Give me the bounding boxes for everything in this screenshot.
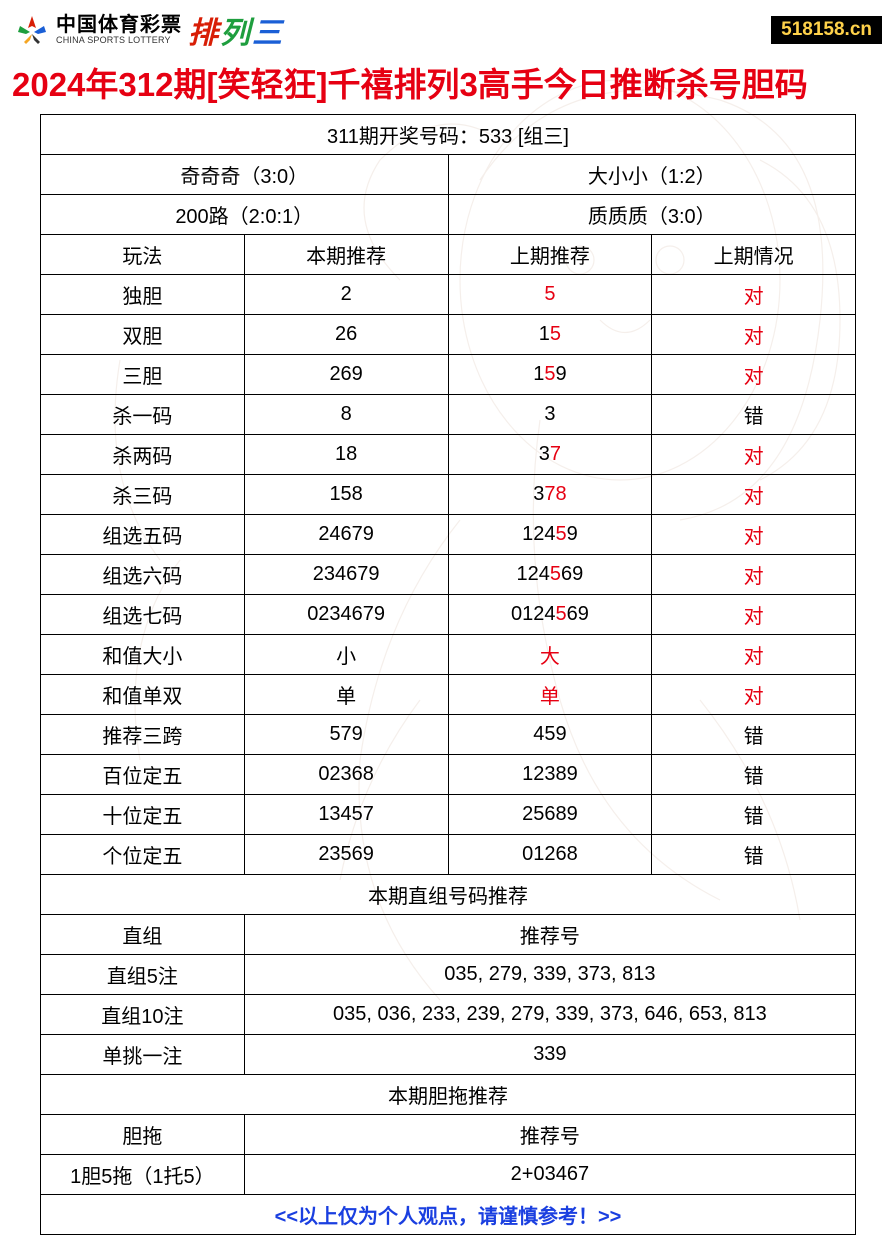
page-title: 2024年312期[笑轻狂]千禧排列3高手今日推断杀号胆码	[0, 56, 896, 114]
row-prev: 37	[448, 435, 652, 475]
row-label: 杀两码	[41, 435, 245, 475]
row-prev: 5	[448, 275, 652, 315]
dantuo-row-label: 1胆5拖（1托5）	[41, 1155, 245, 1195]
row-label: 十位定五	[41, 795, 245, 835]
row-prev: 378	[448, 475, 652, 515]
dantuo-col-label: 胆拖	[41, 1115, 245, 1155]
row-current: 24679	[244, 515, 448, 555]
row-result: 错	[652, 835, 856, 875]
col-header-3: 上期情况	[652, 235, 856, 275]
row-current: 26	[244, 315, 448, 355]
row-current: 0234679	[244, 595, 448, 635]
row-label: 独胆	[41, 275, 245, 315]
row-current: 13457	[244, 795, 448, 835]
zhizu-col-value: 推荐号	[244, 915, 855, 955]
zhizu-row-value: 339	[244, 1035, 855, 1075]
row-label: 双胆	[41, 315, 245, 355]
row-result: 对	[652, 475, 856, 515]
row-label: 百位定五	[41, 755, 245, 795]
row-result: 错	[652, 795, 856, 835]
row-result: 错	[652, 395, 856, 435]
pailie3-logo: 排 列 三	[188, 8, 282, 52]
row-current: 579	[244, 715, 448, 755]
logo-en-text: CHINA SPORTS LOTTERY	[56, 36, 182, 45]
row-label: 个位定五	[41, 835, 245, 875]
row-result: 错	[652, 715, 856, 755]
lottery-logo-icon	[14, 12, 50, 48]
main-table: 311期开奖号码：533 [组三]奇奇奇（3:0）大小小（1:2）200路（2:…	[40, 114, 856, 1235]
row-current: 02368	[244, 755, 448, 795]
row-current: 158	[244, 475, 448, 515]
row-result: 对	[652, 675, 856, 715]
summary-size: 大小小（1:2）	[448, 155, 856, 195]
row-current: 单	[244, 675, 448, 715]
dantuo-row-value: 2+03467	[244, 1155, 855, 1195]
draw-result-banner: 311期开奖号码：533 [组三]	[41, 115, 856, 155]
summary-route: 200路（2:0:1）	[41, 195, 449, 235]
row-label: 三胆	[41, 355, 245, 395]
row-prev: 大	[448, 635, 652, 675]
row-current: 18	[244, 435, 448, 475]
dantuo-header: 本期胆拖推荐	[41, 1075, 856, 1115]
zhizu-row-label: 直组5注	[41, 955, 245, 995]
zhizu-row-value: 035, 036, 233, 239, 279, 339, 373, 646, …	[244, 995, 855, 1035]
row-label: 组选七码	[41, 595, 245, 635]
row-result: 对	[652, 635, 856, 675]
row-result: 对	[652, 515, 856, 555]
col-header-0: 玩法	[41, 235, 245, 275]
summary-parity: 奇奇奇（3:0）	[41, 155, 449, 195]
row-prev: 459	[448, 715, 652, 755]
row-prev: 3	[448, 395, 652, 435]
row-current: 23569	[244, 835, 448, 875]
row-current: 2	[244, 275, 448, 315]
row-current: 小	[244, 635, 448, 675]
row-current: 234679	[244, 555, 448, 595]
disclaimer-footer: <<以上仅为个人观点，请谨慎参考！>>	[41, 1195, 856, 1235]
row-result: 对	[652, 275, 856, 315]
row-prev: 124569	[448, 555, 652, 595]
row-result: 错	[652, 755, 856, 795]
lottery-logo: 中国体育彩票 CHINA SPORTS LOTTERY	[14, 12, 182, 48]
row-label: 和值单双	[41, 675, 245, 715]
header-bar: 中国体育彩票 CHINA SPORTS LOTTERY 排 列 三 518158…	[0, 0, 896, 56]
row-result: 对	[652, 555, 856, 595]
zhizu-row-value: 035, 279, 339, 373, 813	[244, 955, 855, 995]
row-prev: 159	[448, 355, 652, 395]
row-label: 组选五码	[41, 515, 245, 555]
row-prev: 12459	[448, 515, 652, 555]
row-prev: 01268	[448, 835, 652, 875]
logo-cn-text: 中国体育彩票	[56, 15, 182, 36]
row-prev: 12389	[448, 755, 652, 795]
row-label: 杀三码	[41, 475, 245, 515]
col-header-2: 上期推荐	[448, 235, 652, 275]
row-label: 和值大小	[41, 635, 245, 675]
site-badge: 518158.cn	[771, 16, 882, 44]
row-result: 对	[652, 435, 856, 475]
zhizu-col-label: 直组	[41, 915, 245, 955]
row-result: 对	[652, 355, 856, 395]
zhizu-header: 本期直组号码推荐	[41, 875, 856, 915]
zhizu-row-label: 单挑一注	[41, 1035, 245, 1075]
dantuo-col-value: 推荐号	[244, 1115, 855, 1155]
row-prev: 单	[448, 675, 652, 715]
row-label: 组选六码	[41, 555, 245, 595]
row-prev: 15	[448, 315, 652, 355]
row-prev: 0124569	[448, 595, 652, 635]
summary-prime: 质质质（3:0）	[448, 195, 856, 235]
zhizu-row-label: 直组10注	[41, 995, 245, 1035]
row-label: 杀一码	[41, 395, 245, 435]
row-result: 对	[652, 315, 856, 355]
row-current: 8	[244, 395, 448, 435]
row-label: 推荐三跨	[41, 715, 245, 755]
row-prev: 25689	[448, 795, 652, 835]
row-result: 对	[652, 595, 856, 635]
col-header-1: 本期推荐	[244, 235, 448, 275]
row-current: 269	[244, 355, 448, 395]
